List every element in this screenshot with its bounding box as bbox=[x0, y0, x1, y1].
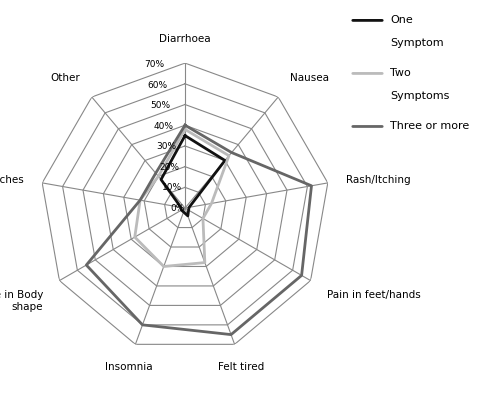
Text: 40%: 40% bbox=[154, 122, 174, 131]
Text: Insomnia: Insomnia bbox=[105, 362, 153, 372]
Text: 30%: 30% bbox=[156, 142, 176, 151]
Text: Nausea: Nausea bbox=[290, 73, 330, 82]
Text: One: One bbox=[390, 16, 413, 25]
Text: 50%: 50% bbox=[150, 101, 171, 110]
Text: Symptom: Symptom bbox=[390, 38, 444, 48]
Text: 10%: 10% bbox=[162, 183, 182, 192]
Text: Rash/Itching: Rash/Itching bbox=[346, 175, 411, 185]
Text: Other: Other bbox=[50, 73, 80, 82]
Text: Symptoms: Symptoms bbox=[390, 91, 450, 101]
Text: 70%: 70% bbox=[144, 60, 165, 69]
Text: Three or more: Three or more bbox=[390, 122, 469, 131]
Text: 20%: 20% bbox=[159, 162, 179, 171]
Text: Headaches: Headaches bbox=[0, 175, 24, 185]
Text: Change in Body
shape: Change in Body shape bbox=[0, 290, 43, 312]
Text: Diarrhoea: Diarrhoea bbox=[159, 34, 211, 44]
Text: Two: Two bbox=[390, 69, 411, 78]
Text: 60%: 60% bbox=[148, 80, 168, 89]
Text: Felt tired: Felt tired bbox=[218, 362, 264, 372]
Text: Pain in feet/hands: Pain in feet/hands bbox=[327, 290, 420, 300]
Text: 0%: 0% bbox=[170, 204, 185, 213]
